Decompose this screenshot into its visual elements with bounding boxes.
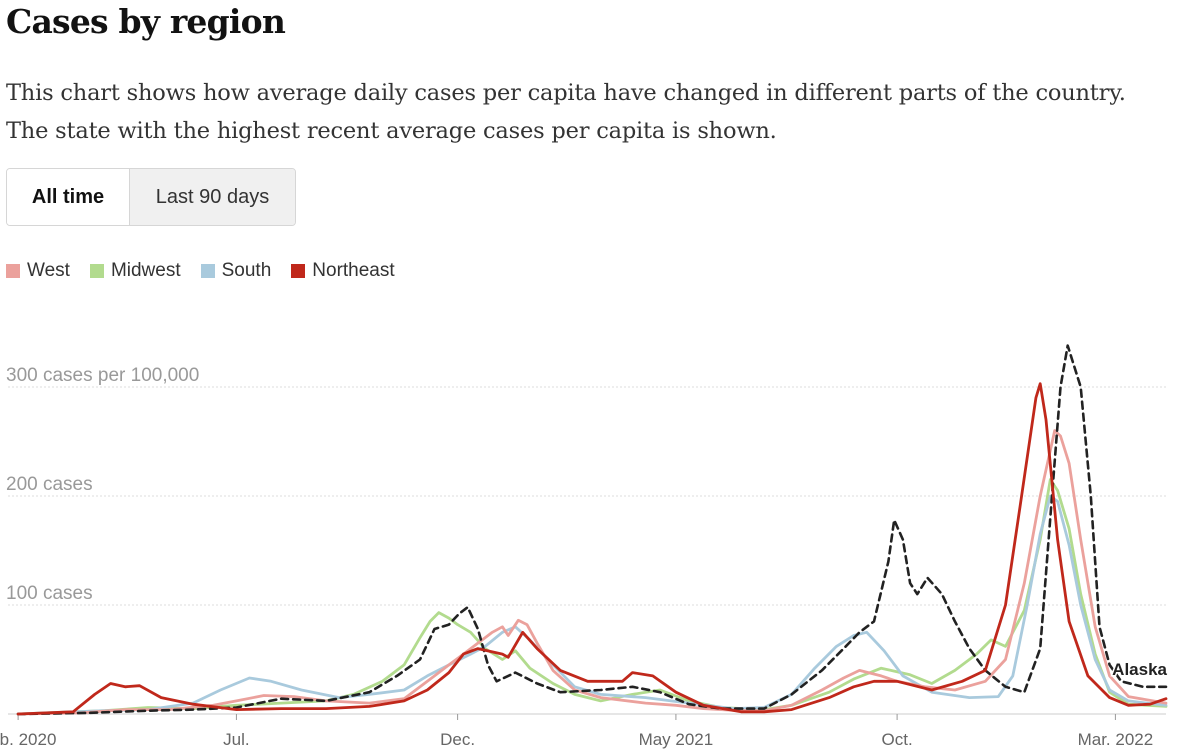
legend-item-midwest: Midwest <box>89 260 181 282</box>
legend-item-south: South <box>200 260 272 282</box>
legend-label-northeast: Northeast <box>312 260 395 281</box>
last-90-days-button[interactable]: Last 90 days <box>129 169 295 225</box>
x-tick-label-feb-2020: Feb. 2020 <box>0 730 56 749</box>
legend-item-northeast: Northeast <box>291 260 395 282</box>
chart-title: Cases by region <box>6 2 286 41</box>
y-tick-label-100: 100 cases <box>6 583 93 604</box>
legend-swatch-west <box>6 264 20 278</box>
y-tick-label-200: 200 cases <box>6 474 93 495</box>
all-time-button[interactable]: All time <box>7 169 129 225</box>
legend: West Midwest South Northeast <box>6 260 415 282</box>
line-chart: 100 cases 200 cases 300 cases per 100,000 F… <box>0 344 1169 749</box>
legend-label-west: West <box>27 260 70 281</box>
series-line-alaska <box>16 344 1168 716</box>
x-tick-label-jul-: Jul. <box>223 730 249 749</box>
x-tick-label-mar-2022: Mar. 2022 <box>1078 730 1154 749</box>
legend-swatch-northeast <box>291 264 306 278</box>
series-line-northeast <box>16 382 1168 716</box>
series-line-west <box>16 429 1168 716</box>
x-tick-label-dec-: Dec. <box>440 730 475 749</box>
legend-swatch-midwest <box>89 264 104 278</box>
x-tick-label-oct-: Oct. <box>882 730 913 749</box>
series-end-label-alaska: Alaska <box>1112 660 1167 679</box>
legend-label-south: South <box>221 260 272 281</box>
legend-label-midwest: Midwest <box>110 260 181 281</box>
legend-swatch-south <box>200 264 215 278</box>
time-range-toggle: All time Last 90 days <box>6 168 296 226</box>
chart-description: This chart shows how average daily cases… <box>6 80 1126 144</box>
legend-item-west: West <box>6 260 70 282</box>
x-tick-label-may-2021: May 2021 <box>639 730 714 749</box>
y-tick-label-300: 300 cases per 100,000 <box>6 365 199 386</box>
